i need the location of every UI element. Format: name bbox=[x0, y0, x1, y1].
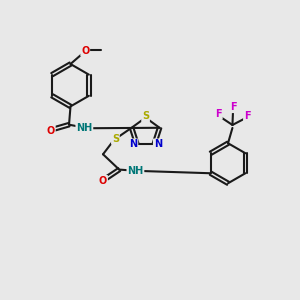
Text: O: O bbox=[46, 126, 55, 136]
Text: S: S bbox=[112, 134, 119, 144]
Text: F: F bbox=[244, 110, 250, 121]
Text: O: O bbox=[81, 46, 89, 56]
Text: N: N bbox=[129, 139, 137, 149]
Text: NH: NH bbox=[127, 166, 143, 176]
Text: F: F bbox=[230, 102, 236, 112]
Text: NH: NH bbox=[76, 123, 92, 133]
Text: F: F bbox=[215, 109, 222, 119]
Text: O: O bbox=[99, 176, 107, 186]
Text: N: N bbox=[154, 139, 162, 149]
Text: S: S bbox=[142, 111, 149, 122]
